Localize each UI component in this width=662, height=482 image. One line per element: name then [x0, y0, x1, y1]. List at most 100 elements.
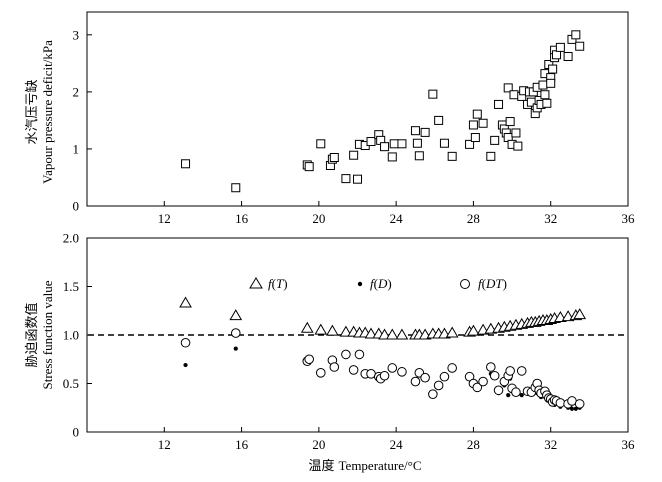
- vpd-xtick-label: 12: [158, 211, 171, 226]
- vpd-point: [472, 109, 482, 119]
- vpd-point: [439, 138, 449, 148]
- fDT-point: [348, 365, 359, 375]
- fDT-point: [489, 370, 500, 381]
- vpd-point: [546, 78, 556, 88]
- stress-ylabel-cn: 胁迫函数值: [24, 302, 39, 367]
- fT-point: [385, 328, 399, 340]
- vpd-point: [316, 139, 326, 149]
- fDT-point: [387, 363, 398, 373]
- vpd-point: [366, 137, 376, 147]
- legend-label-fD: f(D): [370, 276, 392, 291]
- vpd-point: [513, 141, 523, 151]
- vpd-point: [465, 139, 475, 149]
- stress-xtick-label: 24: [390, 437, 404, 452]
- fT-point: [364, 327, 378, 339]
- vpd-point: [414, 151, 424, 161]
- fD-point: [233, 346, 238, 351]
- vpd-point: [434, 115, 444, 125]
- fDT-point: [478, 376, 488, 387]
- vpd-point: [575, 41, 585, 51]
- vpd-point: [181, 159, 191, 169]
- stress-panel: 12 16 20 24 28 32 36 0 0.5 1.0 1.5 2.0 胁迫函数值 Stress…: [24, 231, 635, 474]
- legend-label-fDT: f(DT): [478, 276, 507, 291]
- fDT-point: [447, 363, 457, 373]
- vpd-point: [552, 50, 562, 60]
- fDT-point: [511, 387, 521, 398]
- vpd-point: [341, 174, 351, 184]
- vpd-point: [478, 118, 488, 128]
- vpd-point: [540, 90, 550, 100]
- vpd-point: [548, 64, 558, 74]
- fDT-point: [410, 376, 421, 387]
- stress-ytick-label: 1.5: [63, 279, 79, 294]
- vpd-point: [380, 142, 390, 152]
- x-axis-label: 温度 Temperature/°C: [309, 458, 422, 473]
- stress-xtick-label: 12: [158, 437, 171, 452]
- vpd-ytick-label: 0: [73, 199, 80, 214]
- fDT-point: [505, 366, 515, 376]
- stress-xtick-label: 20: [312, 437, 325, 452]
- fDT-point: [428, 389, 438, 399]
- vpd-point: [468, 120, 478, 130]
- vpd-point: [231, 183, 241, 193]
- fDT-point: [379, 370, 390, 381]
- fT-point: [179, 296, 192, 308]
- fT-point: [339, 325, 353, 337]
- vpd-point: [542, 98, 552, 108]
- vpd-point: [353, 174, 362, 184]
- fT-point: [300, 321, 314, 333]
- vpd-ylabel-en: Vapour pressure deficit/kPa: [40, 40, 55, 184]
- fT-point: [445, 326, 459, 338]
- vpd-point: [511, 128, 521, 138]
- stress-xtick-label: 28: [467, 437, 480, 452]
- fDT-point: [472, 382, 483, 393]
- vpd-point: [412, 138, 422, 148]
- vpd-point: [389, 139, 399, 149]
- fDT-point: [555, 398, 566, 408]
- vpd-point: [329, 153, 339, 162]
- fD-point: [519, 393, 524, 398]
- vpd-ytick-label: 3: [73, 27, 80, 42]
- fDT-point: [180, 337, 191, 348]
- stress-xtick-label: 36: [622, 437, 636, 452]
- vpd-point: [494, 99, 504, 109]
- fDT-point: [420, 372, 430, 383]
- vpd-point: [509, 90, 519, 100]
- vpd-plot-frame: [86, 11, 629, 207]
- stress-points: [179, 296, 587, 411]
- vpd-xtick-label: 20: [312, 211, 325, 226]
- legend-marker-triangle: [249, 277, 263, 289]
- fT-point: [395, 328, 409, 340]
- stress-xtick-label: 16: [235, 437, 249, 452]
- fDT-point: [574, 399, 585, 409]
- vpd-point: [410, 126, 420, 136]
- vpd-point: [563, 52, 573, 62]
- legend-label-fT: f(T): [268, 276, 288, 291]
- fDT-point: [341, 349, 351, 360]
- fDT-point: [439, 371, 450, 382]
- vpd-xtick-label: 36: [622, 211, 636, 226]
- vpd-point: [470, 133, 480, 143]
- vpd-ytick-label: 1: [73, 141, 80, 156]
- fD-point: [506, 393, 511, 398]
- fT-point: [314, 323, 328, 335]
- fT-point: [229, 309, 243, 321]
- vpd-point: [486, 151, 496, 161]
- fT-point: [573, 308, 587, 320]
- vpd-point: [538, 80, 548, 90]
- stress-ticks: 12 16 20 24 28 32 36 0 0.5 1.0 1.5 2.0: [63, 231, 635, 453]
- vpd-point: [387, 152, 397, 162]
- vpd-point: [503, 83, 513, 93]
- legend-marker-circle: [460, 279, 470, 289]
- vpd-point: [397, 139, 407, 149]
- vpd-point: [420, 127, 430, 137]
- vpd-xtick-label: 32: [544, 211, 557, 226]
- fDT-point: [486, 362, 496, 372]
- vpd-point: [490, 135, 500, 145]
- vpd-point: [505, 117, 515, 127]
- fDT-point: [329, 362, 340, 372]
- vpd-ylabel-cn: 水汽压亏缺: [24, 79, 39, 144]
- fT-point: [378, 328, 391, 340]
